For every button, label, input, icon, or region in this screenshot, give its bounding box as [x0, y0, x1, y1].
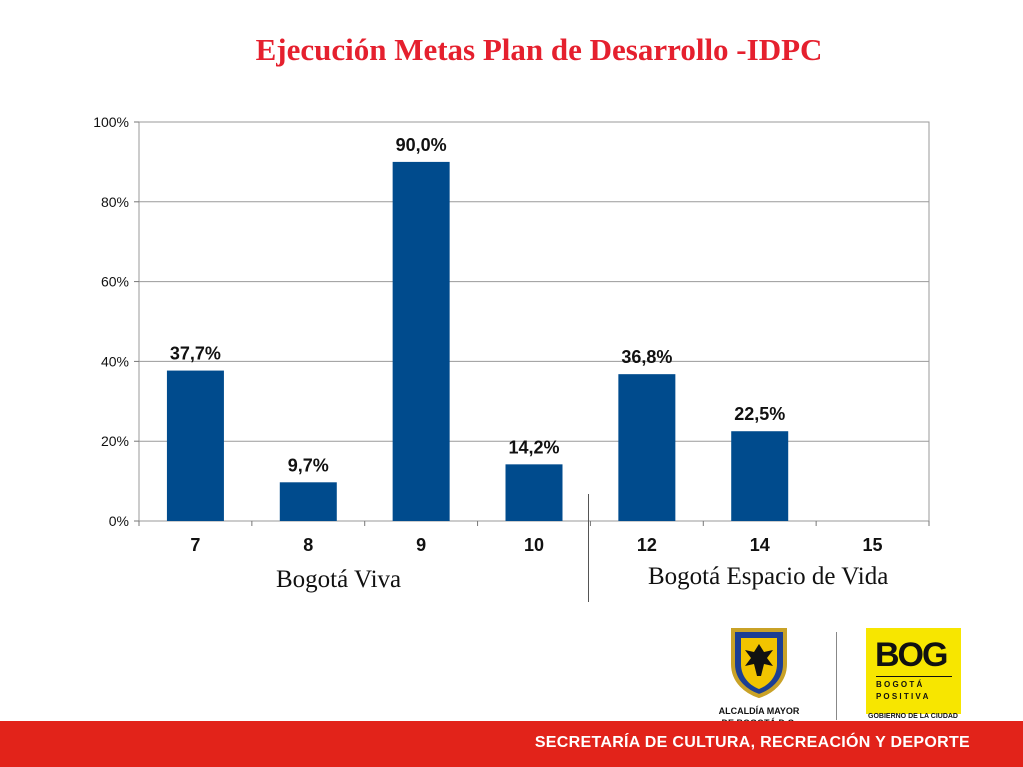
bogota-positiva-logo: BOG B O G O T Á P O S I T I V A — [866, 628, 961, 714]
data-label: 14,2% — [508, 437, 559, 457]
x-tick-label: 12 — [637, 535, 657, 555]
bar — [731, 431, 789, 521]
bog-brand: BOG — [875, 636, 948, 674]
data-label: 90,0% — [396, 135, 447, 155]
data-label: 36,8% — [621, 347, 672, 367]
group-label-bogota-viva: Bogotá Viva — [276, 566, 402, 593]
alcaldia-text-1: ALCALDÍA MAYOR — [718, 706, 800, 716]
y-tick-label: 60% — [101, 274, 129, 290]
data-label: 37,7% — [170, 344, 221, 364]
x-tick-label: 15 — [863, 535, 883, 555]
bog-word-1: B O G O T Á — [876, 680, 923, 689]
group-label-bogota-espacio-de-vida: Bogotá Espacio de Vida — [648, 563, 889, 590]
bar — [279, 482, 337, 521]
y-tick-label: 20% — [101, 433, 129, 449]
bog-rule — [876, 676, 952, 677]
bar — [166, 370, 224, 521]
footer-text: SECRETARÍA DE CULTURA, RECREACIÓN Y DEPO… — [534, 734, 970, 751]
bar-chart: 0% 20% 40% 60% 80% 100% 37,7% 7 9,7% 8 90,0% 9 14,2%… — [93, 114, 930, 555]
bog-subtitle: GOBIERNO DE LA CIUDAD — [868, 713, 958, 720]
bar — [392, 161, 450, 521]
x-tick-label: 10 — [524, 535, 544, 555]
x-tick-label: 14 — [750, 535, 770, 555]
y-tick-label: 100% — [93, 114, 129, 130]
y-tick-label: 40% — [101, 353, 129, 369]
x-tick-label: 9 — [416, 535, 426, 555]
chart-title: Ejecución Metas Plan de Desarrollo -IDPC — [255, 32, 823, 67]
bog-word-2: P O S I T I V A — [876, 692, 929, 701]
group-divider — [588, 494, 589, 602]
logo-divider — [836, 632, 837, 720]
y-tick-label: 80% — [101, 194, 129, 210]
x-tick-label: 7 — [190, 535, 200, 555]
data-label: 22,5% — [734, 404, 785, 424]
y-tick-label: 0% — [109, 513, 129, 529]
x-tick-label: 8 — [303, 535, 313, 555]
bar — [505, 464, 563, 521]
footer-bar: SECRETARÍA DE CULTURA, RECREACIÓN Y DEPO… — [0, 721, 1023, 767]
coat-of-arms-icon — [731, 628, 787, 699]
bar — [618, 374, 676, 521]
data-label: 9,7% — [288, 455, 329, 475]
plot-area — [138, 121, 930, 522]
